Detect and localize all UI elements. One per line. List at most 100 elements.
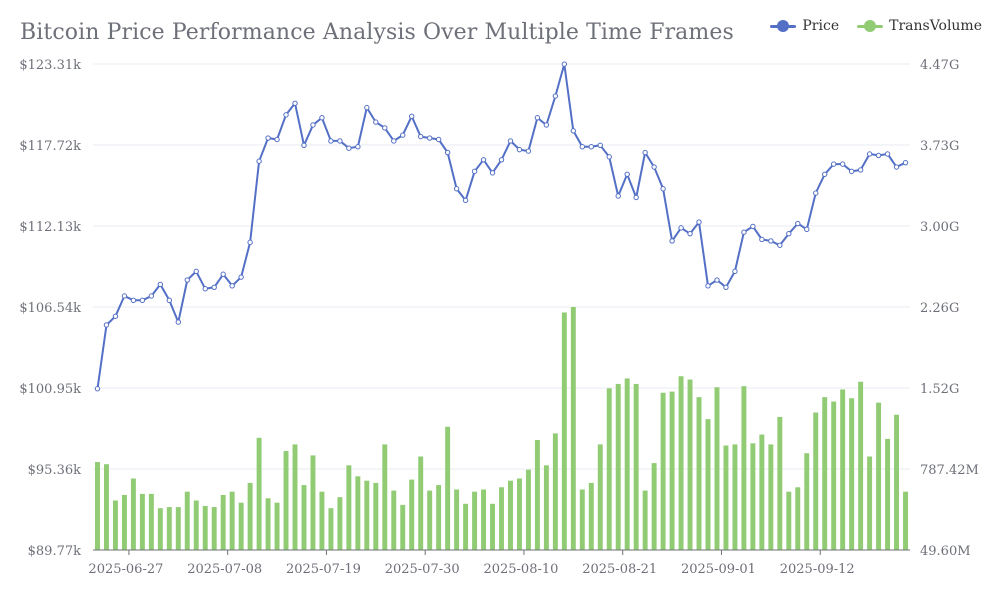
price-point — [714, 277, 720, 283]
price-point — [615, 193, 621, 199]
volume-bar — [705, 419, 711, 550]
volume-bar — [139, 493, 145, 550]
volume-bar — [894, 414, 900, 550]
legend-item-transvolume[interactable]: TransVolume — [857, 18, 982, 34]
price-point — [669, 238, 675, 244]
volume-bar — [337, 497, 343, 550]
volume-bar — [436, 485, 442, 550]
price-point — [534, 115, 541, 121]
volume-bar — [579, 489, 585, 550]
volume-bar — [346, 465, 352, 550]
volume-bar — [355, 476, 361, 550]
price-point — [220, 271, 226, 277]
price-point — [193, 268, 199, 275]
price-point — [678, 225, 684, 231]
volume-bar — [247, 482, 253, 550]
price-point — [184, 277, 190, 283]
price-point — [238, 274, 244, 280]
y-left-tick-label: $100.95k — [19, 382, 81, 397]
price-point — [893, 164, 900, 170]
volume-bar — [831, 401, 837, 550]
volume-bar — [400, 504, 406, 550]
y-right-tick-label: 49.60M — [920, 544, 971, 559]
price-point — [579, 144, 586, 150]
price-point — [570, 128, 577, 134]
volume-bar — [292, 444, 298, 550]
volume-bar — [301, 485, 307, 550]
y-axis-left: $89.77k $95.36k $100.95k $106.54k $112.13k $1… — [19, 58, 81, 559]
price-point — [606, 154, 612, 160]
price-point — [750, 223, 756, 230]
y-left-tick-label: $112.13k — [19, 220, 81, 235]
x-tick-label: 2025-09-01 — [681, 562, 756, 577]
volume-bar — [849, 398, 855, 550]
price-point — [229, 283, 235, 289]
price-point — [148, 293, 155, 299]
volume-bar — [606, 388, 612, 550]
price-point — [130, 297, 137, 304]
volume-bar — [858, 381, 864, 550]
volume-bar — [687, 379, 693, 550]
price-point — [795, 220, 801, 227]
y-left-tick-label: $123.31k — [19, 58, 81, 73]
volume-bar — [534, 440, 540, 550]
price-point — [409, 113, 415, 120]
legend-volume-label: TransVolume — [889, 18, 982, 34]
price-point — [723, 284, 729, 290]
volume-bar — [211, 507, 217, 550]
volume-bars — [95, 306, 908, 550]
volume-bar — [651, 463, 657, 550]
price-point — [444, 149, 451, 156]
price-point — [426, 135, 433, 141]
volume-bar — [193, 500, 199, 550]
volume-bar — [445, 426, 451, 550]
price-point — [516, 146, 523, 153]
price-point — [804, 226, 810, 233]
price-point — [597, 142, 603, 148]
price-point — [400, 132, 406, 138]
volume-bar — [642, 490, 648, 550]
price-point — [543, 122, 550, 128]
price-point — [121, 293, 128, 299]
price-point — [274, 136, 280, 143]
volume-bar — [373, 482, 379, 550]
price-point — [292, 100, 298, 106]
volume-bar — [669, 391, 675, 550]
volume-bar — [597, 444, 603, 550]
volume-bar — [516, 478, 522, 550]
volume-bar — [552, 433, 558, 550]
volume-bar — [885, 438, 891, 550]
volume-bar — [696, 397, 702, 550]
price-point — [489, 170, 496, 176]
price-point — [139, 297, 146, 304]
y-left-tick-label: $117.72k — [19, 139, 81, 154]
volume-bar — [741, 386, 747, 550]
price-point — [480, 157, 487, 163]
price-point — [202, 286, 208, 292]
price-point — [588, 144, 594, 150]
volume-bar — [804, 453, 810, 550]
price-point — [301, 142, 307, 148]
y-axis-right: 49.60M 787.42M 1.52G 2.26G 3.00G 3.73G 4.47G — [920, 58, 979, 559]
price-point — [471, 168, 478, 175]
volume-bar — [121, 494, 127, 550]
price-point — [902, 159, 909, 166]
price-point — [453, 186, 460, 192]
volume-bar — [759, 434, 765, 550]
price-point — [525, 148, 532, 154]
price-point — [112, 313, 119, 319]
volume-bar — [184, 491, 190, 550]
volume-bar — [409, 479, 415, 550]
volume-bar — [678, 376, 684, 550]
volume-bar — [813, 412, 819, 550]
volume-bar — [633, 383, 639, 550]
price-point — [777, 242, 783, 248]
price-point — [848, 168, 855, 175]
price-point — [830, 161, 837, 167]
volume-bar — [588, 482, 594, 550]
y-left-tick-label: $106.54k — [19, 301, 81, 316]
legend-item-price[interactable]: Price — [770, 18, 839, 34]
y-right-tick-label: 3.73G — [920, 139, 959, 154]
x-tick-label: 2025-08-21 — [582, 562, 657, 577]
price-point — [552, 93, 559, 99]
